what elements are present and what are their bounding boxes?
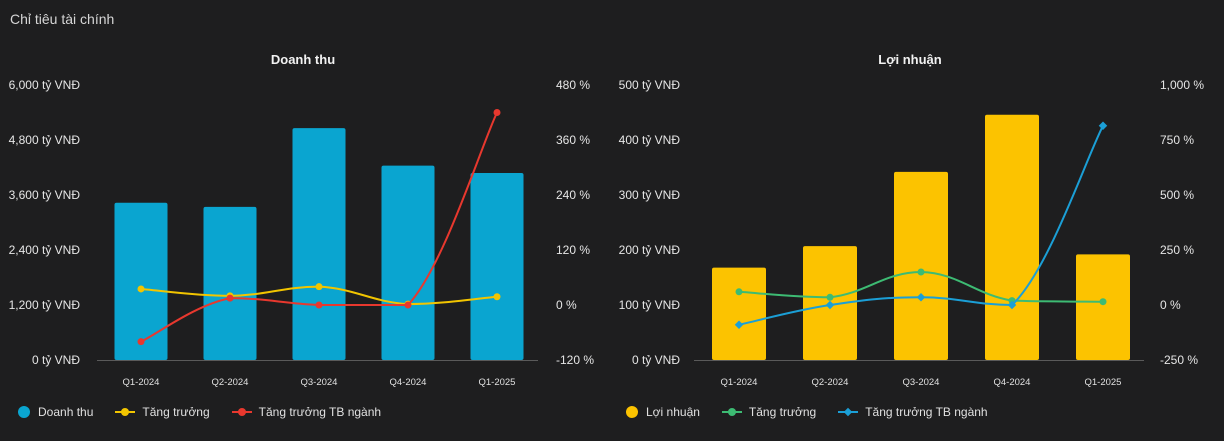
data-point [493, 293, 501, 301]
data-point [137, 285, 145, 293]
series-line [140, 112, 498, 343]
bar [1076, 254, 1130, 360]
right-axis-tick-label: 120 % [556, 243, 590, 257]
profit-chart-title: Lợi nhuận [878, 52, 942, 67]
data-point [1098, 121, 1108, 130]
right-axis-tick-label: 480 % [556, 78, 590, 92]
left-axis-tick-label: 2,400 tỷ VNĐ [9, 243, 81, 257]
data-point [315, 301, 323, 309]
data-point [1007, 300, 1017, 310]
data-point [917, 268, 925, 276]
right-axis-tick-label: 0 % [1160, 298, 1181, 312]
left-axis-tick-label: 6,000 tỷ VNĐ [9, 78, 81, 92]
legend-item-revenue[interactable]: Doanh thu [18, 405, 93, 419]
x-axis-tick-label: Q1-2024 [123, 377, 160, 388]
left-axis-tick-label: 1,200 tỷ VNĐ [9, 298, 81, 312]
legend-label: Doanh thu [38, 405, 94, 419]
legend-dot-icon [626, 406, 638, 418]
left-axis-tick-label: 0 tỷ VNĐ [32, 353, 80, 367]
x-axis-tick-label: Q1-2024 [721, 377, 758, 388]
left-axis-tick-label: 300 tỷ VNĐ [619, 188, 681, 202]
data-point [493, 109, 501, 116]
profit-chart: 0 tỷ VNĐ 100 tỷ VNĐ 200 tỷ VNĐ 300 tỷ VNĐ 40… [619, 78, 1205, 388]
legend-line-icon [721, 406, 742, 418]
bar [292, 128, 346, 360]
right-axis-tick-label: 1,000 % [1160, 78, 1204, 92]
bar [203, 206, 257, 360]
right-axis-tick-label: 0 % [556, 298, 577, 312]
x-axis-tick-label: Q1-2025 [1085, 377, 1122, 388]
right-axis-tick-label: -120 % [556, 353, 594, 367]
right-axis-tick-label: 500 % [1160, 188, 1194, 202]
bar [985, 114, 1039, 360]
data-point [1099, 298, 1107, 306]
data-point [916, 293, 926, 302]
bar [470, 173, 524, 360]
legend-label: Tăng trưởng TB ngành [865, 405, 988, 419]
x-axis-tick-label: Q2-2024 [812, 377, 849, 388]
revenue-chart: 0 tỷ VNĐ 1,200 tỷ VNĐ 2,400 tỷ VNĐ 3,600 tỷ… [9, 78, 595, 388]
profit-legend: Lợi nhuận Tăng trưởng Tăng trưởng TB ngà… [626, 405, 1010, 419]
left-axis-tick-label: 0 tỷ VNĐ [632, 353, 680, 367]
legend-item-industry-growth[interactable]: Tăng trưởng TB ngành [838, 405, 988, 419]
right-axis-tick-label: 250 % [1160, 243, 1194, 257]
legend-label: Tăng trưởng TB ngành [258, 405, 382, 419]
legend-label: Tăng trưởng [748, 405, 817, 419]
data-point [137, 338, 145, 346]
left-axis-tick-label: 400 tỷ VNĐ [619, 133, 681, 147]
right-axis-tick-label: -250 % [1160, 353, 1198, 367]
x-axis-tick-label: Q3-2024 [301, 377, 338, 388]
legend-line-icon [115, 406, 136, 418]
data-point [734, 320, 744, 330]
left-axis-tick-label: 200 tỷ VNĐ [619, 243, 681, 257]
x-axis-tick-label: Q4-2024 [994, 377, 1031, 388]
data-point [735, 288, 743, 296]
x-axis-tick-label: Q2-2024 [212, 377, 249, 388]
legend-item-growth[interactable]: Tăng trưởng [721, 405, 817, 419]
left-axis-tick-label: 100 tỷ VNĐ [619, 298, 681, 312]
legend-item-growth[interactable]: Tăng trưởng [115, 405, 210, 419]
right-axis-tick-label: 360 % [556, 133, 590, 147]
data-point [404, 301, 412, 309]
right-axis-tick-label: 240 % [556, 188, 590, 202]
data-point [825, 300, 835, 310]
bar [894, 171, 948, 360]
legend-label: Tăng trưởng [142, 405, 210, 419]
data-point [826, 293, 834, 301]
left-axis-tick-label: 4,800 tỷ VNĐ [9, 133, 81, 147]
x-axis-tick-label: Q1-2025 [479, 377, 516, 388]
legend-item-industry-growth[interactable]: Tăng trưởng TB ngành [231, 405, 382, 419]
page-title: Chỉ tiêu tài chính [10, 11, 115, 27]
legend-line-icon [838, 406, 859, 418]
bar [381, 165, 435, 360]
left-axis-tick-label: 3,600 tỷ VNĐ [9, 188, 81, 202]
revenue-chart-title: Doanh thu [270, 52, 336, 67]
legend-dot-icon [18, 406, 30, 418]
revenue-legend: Doanh thu Tăng trưởng Tăng trưởng TB ngà… [18, 405, 403, 419]
series-line [738, 125, 1104, 326]
data-point [315, 283, 323, 291]
legend-label: Lợi nhuận [646, 405, 700, 419]
x-axis-tick-label: Q3-2024 [903, 377, 940, 388]
bar [712, 267, 766, 360]
right-axis-tick-label: 750 % [1160, 133, 1194, 147]
bar [114, 202, 168, 360]
legend-line-icon [231, 406, 252, 418]
data-point [226, 294, 234, 302]
legend-item-profit[interactable]: Lợi nhuận [626, 405, 700, 419]
x-axis-tick-label: Q4-2024 [390, 377, 427, 388]
left-axis-tick-label: 500 tỷ VNĐ [619, 78, 681, 92]
